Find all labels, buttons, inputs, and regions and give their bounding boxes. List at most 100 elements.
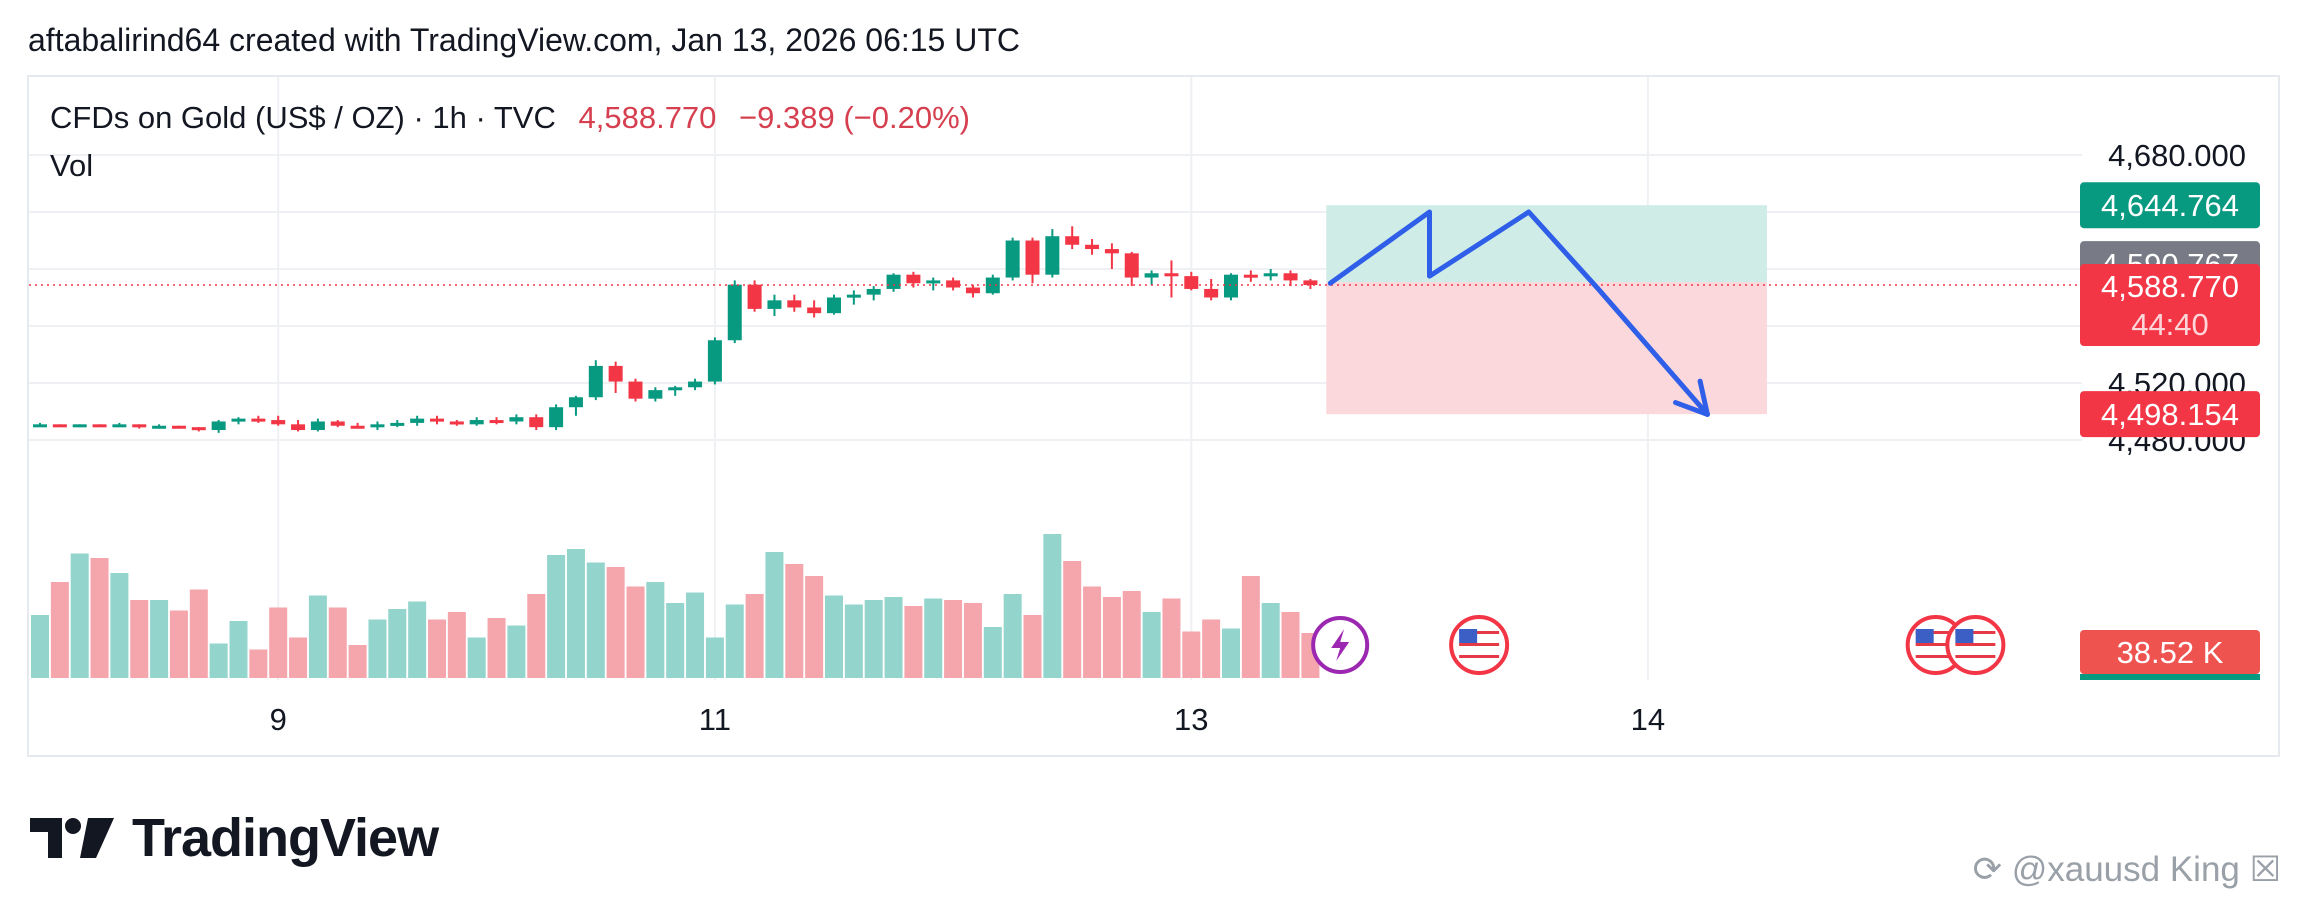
volume-bar (31, 615, 49, 678)
volume-bar (70, 553, 89, 678)
candle-body (946, 280, 961, 288)
volume-bar (308, 595, 327, 678)
volume-bar (1162, 598, 1181, 678)
flag-stripe (1915, 631, 1956, 634)
volume-bar (725, 604, 744, 678)
position-zones (1326, 205, 1767, 415)
volume-bars (31, 534, 1320, 678)
candle-body (330, 421, 345, 426)
volume-bar (169, 610, 188, 678)
volume-bar (467, 637, 486, 678)
candle-body (509, 417, 524, 422)
tradingview-logo-icon (30, 818, 114, 858)
watermark-icon: ⟳ (1972, 850, 2012, 889)
volume-bar (130, 600, 149, 678)
volume-bar (487, 618, 506, 678)
flag-stripe (1955, 637, 1996, 640)
volume-bar (705, 637, 724, 678)
volume-bar (408, 601, 427, 678)
candle-body (449, 421, 464, 425)
volume-label (2080, 630, 2260, 674)
volume-bar (189, 589, 208, 678)
volume-bar (1063, 561, 1082, 678)
flag-stripe (1915, 655, 1956, 658)
candle-body (926, 280, 941, 284)
symbol-title: CFDs on Gold (US$ / OZ) · 1h · TVC (50, 100, 556, 135)
volume-legend-label: Vol (50, 148, 94, 183)
volume-bar (527, 594, 546, 678)
price-change: −9.389 (−0.20%) (739, 100, 970, 135)
volume-bar (1222, 628, 1240, 678)
candle-body (211, 421, 226, 431)
candle-body (747, 284, 762, 309)
candle-body (1164, 273, 1179, 277)
tradingview-brand-text: TradingView (132, 808, 439, 868)
volume-bar (805, 576, 824, 678)
volume-bar (566, 549, 585, 678)
candle-body (568, 397, 583, 408)
projection-arrow (1327, 209, 1710, 417)
flag-stripe (1459, 643, 1500, 646)
volume-bar (150, 600, 169, 678)
candle-body (1104, 249, 1119, 254)
candle-body (191, 427, 206, 431)
watermark-box-icon: ☒ (2249, 850, 2281, 889)
volume-bar (864, 600, 883, 678)
target-price-label (2080, 182, 2260, 229)
candle-body (112, 424, 127, 428)
volume-bar (269, 607, 288, 678)
candle-body (1263, 273, 1278, 277)
candle-body (549, 407, 564, 428)
volume-bar (606, 567, 625, 678)
candle-body (608, 365, 623, 382)
flag-canton (1915, 629, 1934, 643)
candle-body (350, 425, 365, 429)
volume-bar (825, 595, 843, 678)
flag-stripe (1459, 649, 1500, 652)
volume-bar (1182, 631, 1201, 678)
symbol-legend: CFDs on Gold (US$ / OZ) · 1h · TVC 4,588… (50, 100, 970, 136)
candle-body (310, 421, 325, 431)
flag-stripe (1955, 655, 1996, 658)
x-tick-label: 9 (270, 702, 287, 737)
candle-body (648, 390, 663, 399)
candle-body (72, 424, 87, 428)
volume-bar (666, 603, 685, 678)
volume-bar (944, 600, 963, 678)
target-price-label-text: 4,644.764 (2101, 188, 2239, 223)
y-axis: 4,680.0004,560.0004,520.0004,480.0004,64… (2080, 138, 2260, 680)
volume-bar (1003, 594, 1022, 678)
candle-body (469, 420, 484, 425)
volume-bar (507, 625, 526, 678)
event-markers (1311, 615, 2006, 675)
flag-stripe (1915, 643, 1956, 646)
volume-bar (1202, 619, 1221, 678)
candle-body (668, 387, 683, 391)
tradingview-logo[interactable]: TradingView (30, 808, 439, 868)
candle-body (1224, 274, 1238, 298)
candle-body (390, 422, 405, 426)
flag-stripe (1955, 643, 1996, 646)
volume-bar (1142, 612, 1161, 678)
volume-bar (844, 604, 863, 678)
last-price-label-text: 4,588.770 (2101, 269, 2239, 304)
flag-stripe (1955, 649, 1996, 652)
x-axis: 9 11 13 14 (270, 702, 1666, 737)
volume-bar (626, 586, 645, 678)
volume-bar (90, 558, 109, 678)
volume-bar (388, 609, 407, 678)
candle-body (1025, 240, 1040, 275)
volume-bar (586, 562, 605, 678)
flag-canton (1955, 629, 1974, 643)
flag-stripe (1459, 655, 1500, 658)
watermark: ⟳ @xauusd King ☒ (1973, 850, 2281, 890)
volume-bar (447, 612, 466, 678)
volume-label-text: 38.52 K (2117, 635, 2224, 670)
volume-bar (1043, 534, 1062, 678)
candle-body (171, 425, 186, 429)
volume-bar (904, 606, 923, 678)
volume-bar (348, 645, 367, 678)
candle-body (370, 424, 385, 428)
candle-body (727, 284, 742, 341)
